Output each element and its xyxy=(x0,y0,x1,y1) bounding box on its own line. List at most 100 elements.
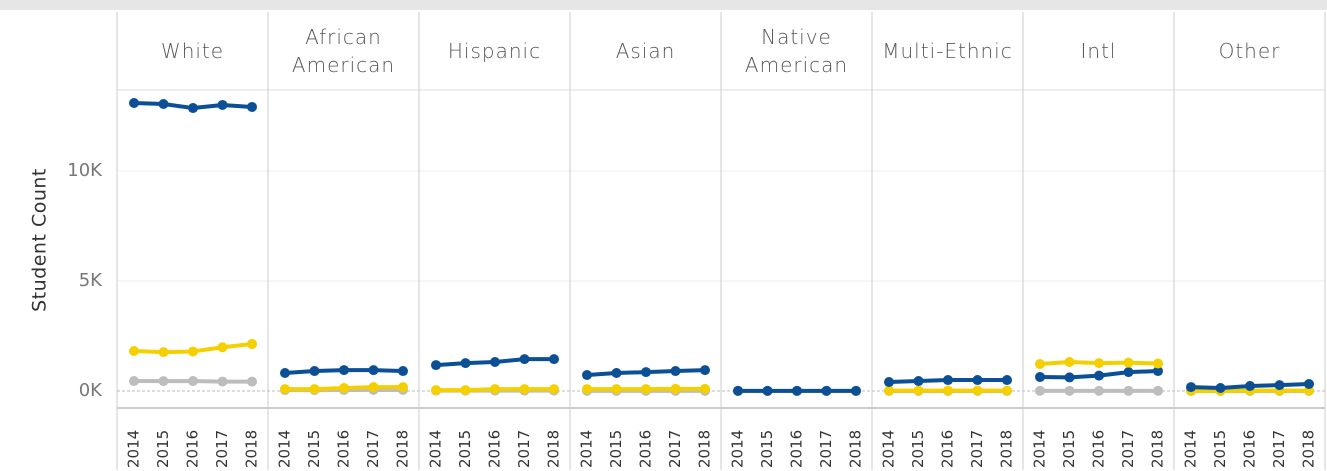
data-point xyxy=(490,357,500,368)
data-point xyxy=(460,385,471,396)
x-tick-label: 2015 xyxy=(456,430,474,468)
x-tick-label: 2015 xyxy=(305,430,323,468)
panel-title: African American xyxy=(291,25,396,77)
data-point xyxy=(1274,380,1285,391)
x-tick-label: 2017 xyxy=(515,430,533,468)
x-tick-label: 2018 xyxy=(1300,430,1318,468)
data-point xyxy=(431,360,441,371)
data-point xyxy=(851,385,861,396)
data-point xyxy=(611,368,622,379)
x-tick-label: 2014 xyxy=(427,430,445,468)
panel-title: Hispanic xyxy=(447,39,542,63)
data-point xyxy=(460,358,471,369)
x-tick-label: 2018 xyxy=(696,430,714,468)
data-point xyxy=(1002,385,1012,396)
x-tick-label: 2015 xyxy=(1060,430,1078,468)
x-tick-label: 2018 xyxy=(394,430,412,468)
data-point xyxy=(913,385,924,396)
x-tick-label: 2015 xyxy=(607,430,625,468)
data-point xyxy=(1035,358,1045,369)
x-tick-label: 2014 xyxy=(880,430,898,468)
data-point xyxy=(1094,385,1104,396)
data-point xyxy=(247,376,257,387)
data-point xyxy=(792,385,802,396)
panel-title: Multi-Ethnic xyxy=(882,39,1013,63)
x-tick-label: 2015 xyxy=(154,430,172,468)
data-point xyxy=(339,382,349,393)
x-tick-label: 2015 xyxy=(1211,430,1229,468)
data-point xyxy=(368,365,379,376)
y-axis-label: Student Count xyxy=(29,168,51,312)
data-point xyxy=(519,354,530,365)
data-point xyxy=(1064,385,1075,396)
data-point xyxy=(309,384,320,395)
data-point xyxy=(188,346,198,357)
x-tick-label: 2014 xyxy=(125,430,143,468)
x-tick-label: 2015 xyxy=(909,430,927,468)
data-point xyxy=(972,375,983,386)
data-point xyxy=(1215,382,1226,393)
data-point xyxy=(700,365,710,376)
data-point xyxy=(280,368,290,379)
data-point xyxy=(913,376,924,387)
x-tick-label: 2017 xyxy=(1270,430,1288,468)
data-point xyxy=(1002,375,1012,386)
x-tick-label: 2016 xyxy=(1241,430,1259,468)
data-point xyxy=(431,385,441,396)
x-tick-label: 2018 xyxy=(1149,430,1167,468)
data-point xyxy=(188,376,198,387)
data-point xyxy=(582,384,592,395)
data-point xyxy=(1035,385,1045,396)
top-bar xyxy=(0,0,1327,10)
data-point xyxy=(398,366,408,377)
y-tick-label: 10K xyxy=(67,160,103,181)
x-tick-label: 2017 xyxy=(213,430,231,468)
data-point xyxy=(339,365,349,376)
data-point xyxy=(129,346,139,357)
x-tick-label: 2018 xyxy=(545,430,563,468)
x-tick-label: 2014 xyxy=(578,430,596,468)
x-tick-label: 2018 xyxy=(243,430,261,468)
data-point xyxy=(1245,380,1255,391)
x-tick-label: 2014 xyxy=(1031,430,1049,468)
data-point xyxy=(611,384,622,395)
data-point xyxy=(943,385,953,396)
data-point xyxy=(188,103,198,114)
data-point xyxy=(1094,370,1104,381)
data-point xyxy=(247,101,257,112)
x-tick-label: 2017 xyxy=(968,430,986,468)
panel-title: White xyxy=(160,39,225,63)
data-point xyxy=(280,384,290,395)
data-point xyxy=(762,385,773,396)
x-tick-label: 2016 xyxy=(939,430,957,468)
data-point xyxy=(158,376,169,387)
x-tick-label: 2018 xyxy=(998,430,1016,468)
data-point xyxy=(398,382,408,393)
x-tick-label: 2017 xyxy=(666,430,684,468)
panel-title: Asian xyxy=(615,39,676,63)
data-point xyxy=(217,99,228,110)
panel-title: Intl xyxy=(1080,39,1117,63)
data-point xyxy=(549,354,559,365)
data-point xyxy=(1153,366,1163,377)
x-tick-label: 2016 xyxy=(788,430,806,468)
x-tick-label: 2016 xyxy=(335,430,353,468)
data-point xyxy=(670,366,681,377)
data-point xyxy=(670,383,681,394)
x-tick-label: 2015 xyxy=(758,430,776,468)
data-point xyxy=(700,383,710,394)
data-point xyxy=(972,385,983,396)
data-point xyxy=(582,369,592,380)
x-tick-label: 2016 xyxy=(184,430,202,468)
data-point xyxy=(1035,371,1045,382)
x-tick-label: 2016 xyxy=(486,430,504,468)
data-point xyxy=(309,366,320,377)
data-point xyxy=(1304,379,1314,390)
y-tick-label: 0K xyxy=(79,380,103,401)
data-point xyxy=(1094,358,1104,369)
data-point xyxy=(490,384,500,395)
data-point xyxy=(821,385,832,396)
data-point xyxy=(368,382,379,393)
